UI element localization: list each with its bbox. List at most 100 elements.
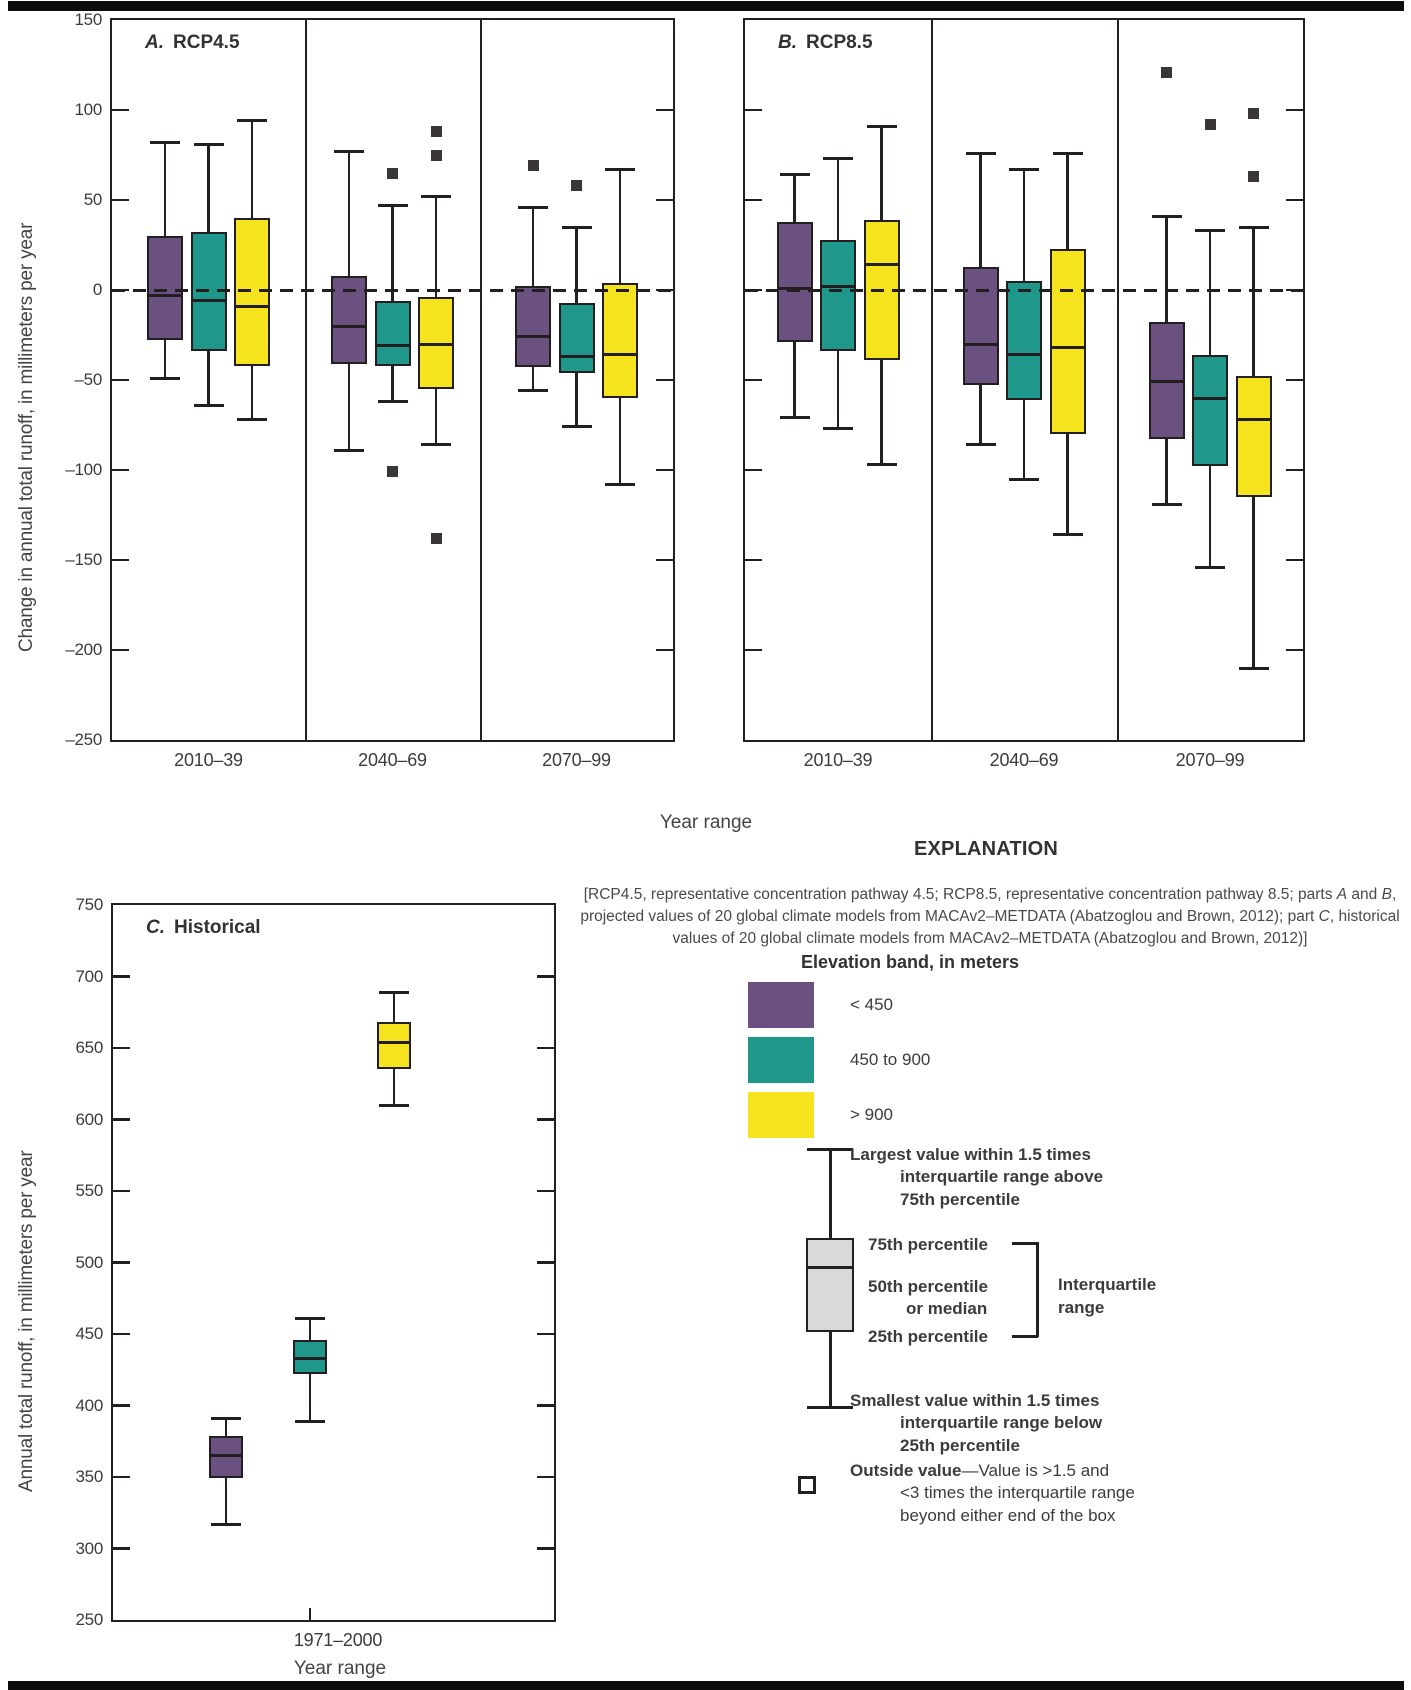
outlier-B-teal-2070–99-0	[1204, 118, 1216, 130]
median-B-teal-2010–39	[820, 284, 856, 288]
whisker-cap-lower-B-yellow-2010–39	[866, 463, 897, 467]
y-tick-label-C-300: 300	[75, 1538, 104, 1558]
whisker-lower-C-purple-1971–2000	[224, 1478, 228, 1525]
whisker-lower-B-teal-2010–39	[836, 351, 840, 429]
legend-outside-line-2: beyond either end of the box	[900, 1505, 1116, 1525]
x-category-C-0: 1971–2000	[293, 1630, 383, 1650]
box-A-yellow-2070–99	[602, 282, 638, 398]
whisker-cap-lower-A-teal-2040–69	[377, 400, 408, 404]
y-tick-label-C-600: 600	[75, 1109, 104, 1129]
y-tick-label-A-50: 50	[83, 190, 103, 209]
median-A-purple-2040–69	[331, 324, 367, 328]
y-tick-left-C-650	[113, 1046, 130, 1050]
whisker-upper-B-yellow-2070–99	[1252, 227, 1255, 377]
median-A-teal-2070–99	[558, 355, 595, 359]
whisker-cap-upper-B-teal-2070–99	[1195, 229, 1225, 233]
whisker-cap-lower-A-purple-2010–39	[150, 376, 180, 380]
box-A-teal-2040–69	[374, 300, 411, 366]
whisker-cap-lower-C-teal-1971–2000	[295, 1419, 325, 1423]
leg-largest-line-0: Largest value within 1.5 times	[850, 1145, 1091, 1164]
y-tick-right-C-350	[537, 1475, 554, 1479]
box-A-purple-2070–99	[515, 286, 551, 368]
y-tick-left-C-350	[113, 1475, 130, 1479]
elevation-label-purple: < 450	[850, 995, 894, 1014]
outlier-A-teal-2040–69-0	[387, 167, 398, 179]
panel-title-letter-B: B.	[778, 32, 797, 53]
y-tick-right-A-–200	[656, 648, 673, 652]
whisker-upper-B-teal-2040–69	[1022, 169, 1026, 281]
note-italic-part: C	[1318, 907, 1330, 925]
y-tick-label-A-–150: –150	[65, 550, 102, 569]
outlier-B-yellow-2070–99-1	[1248, 171, 1259, 183]
legend-bracket-line-icon	[1036, 1242, 1039, 1337]
whisker-cap-upper-B-purple-2040–69	[965, 151, 996, 155]
panel-A-divider-1	[480, 20, 482, 740]
explanation-note: [RCP4.5, representative concentration pa…	[564, 884, 1411, 950]
whisker-lower-B-teal-2040–69	[1022, 399, 1026, 479]
legend-25th-label: 25th percentile	[868, 1327, 988, 1346]
legend-outside-value-label: Outside value—Value is >1.5 and <3 times …	[850, 1460, 1320, 1527]
zero-line-A	[112, 288, 673, 292]
y-tick-left-C-600	[113, 1118, 130, 1121]
median-B-purple-2010–39	[776, 286, 813, 290]
whisker-lower-B-purple-2070–99	[1165, 439, 1168, 505]
box-B-teal-2040–69	[1006, 281, 1042, 400]
whisker-cap-upper-A-teal-2070–99	[561, 225, 592, 229]
elevation-band-header: Elevation band, in meters	[800, 952, 1020, 972]
median-B-purple-2040–69	[962, 342, 999, 346]
median-B-teal-2070–99	[1192, 396, 1228, 400]
whisker-cap-lower-B-teal-2040–69	[1009, 477, 1039, 481]
elevation-label-yellow: > 900	[850, 1105, 894, 1124]
y-tick-right-C-650	[537, 1046, 554, 1050]
panel-title-A: A. RCP4.5	[145, 32, 240, 54]
median-C-yellow-1971–2000	[377, 1040, 411, 1044]
zero-line-B	[745, 288, 1303, 292]
leg-largest-line-1: interquartile range above	[900, 1167, 1104, 1187]
y-tick-right-A-–50	[656, 378, 673, 382]
panel-title-B: B. RCP8.5	[778, 32, 873, 54]
whisker-lower-C-yellow-1971–2000	[392, 1069, 396, 1106]
whisker-cap-lower-A-teal-2070–99	[561, 425, 592, 429]
legend-50th-label: 50th percentile or median	[868, 1276, 1088, 1320]
whisker-upper-A-yellow-2010–39	[250, 120, 254, 218]
whisker-upper-B-purple-2040–69	[979, 153, 982, 267]
y-tick-label-A-–200: –200	[65, 640, 102, 659]
whisker-upper-A-purple-2070–99	[531, 207, 535, 287]
elevation-swatch-purple	[748, 982, 814, 1028]
note-text-part: [RCP4.5, representative concentration pa…	[583, 885, 1337, 903]
box-B-yellow-2040–69	[1049, 248, 1086, 434]
whisker-cap-upper-A-yellow-2070–99	[605, 167, 635, 171]
legend-bracket-top-icon	[1012, 1242, 1038, 1245]
y-tick-label-C-450: 450	[75, 1324, 104, 1343]
y-tick-left-A-–50	[112, 378, 129, 382]
note-text-part: and	[1347, 885, 1382, 903]
y-tick-label-C-750: 750	[75, 895, 104, 914]
median-A-purple-2010–39	[147, 293, 183, 297]
whisker-upper-A-yellow-2040–69	[434, 196, 438, 298]
whisker-cap-lower-B-teal-2010–39	[823, 427, 853, 431]
legend-largest-value-label: Largest value within 1.5 times interquart…	[850, 1144, 1320, 1211]
legend-50th-line-0: 50th percentile	[868, 1277, 988, 1296]
y-tick-right-C-500	[537, 1261, 554, 1264]
y-tick-left-C-550	[113, 1189, 130, 1193]
whisker-upper-A-teal-2070–99	[575, 227, 578, 303]
whisker-lower-A-yellow-2040–69	[434, 389, 438, 445]
legend-50th-line-1: or median	[906, 1299, 988, 1319]
page-edge-top	[8, 1, 1404, 11]
leg-smallest-line-2: 25th percentile	[900, 1435, 1020, 1455]
y-tick-label-C-250: 250	[75, 1610, 104, 1629]
y-tick-label-C-650: 650	[75, 1038, 104, 1057]
explanation-title: EXPLANATION	[913, 838, 1059, 860]
legend-bracket-bottom-icon	[1012, 1335, 1038, 1338]
box-C-yellow-1971–2000	[377, 1022, 411, 1070]
panel-title-letter-C: C.	[146, 917, 165, 938]
legend-outside-line-1: <3 times the interquartile range	[900, 1483, 1135, 1503]
note-text-part: , projected values of 20 global climate …	[580, 885, 1397, 925]
whisker-upper-A-teal-2040–69	[391, 205, 394, 301]
box-A-teal-2070–99	[558, 302, 595, 373]
whisker-cap-lower-A-purple-2070–99	[518, 389, 548, 393]
whisker-cap-lower-A-purple-2040–69	[334, 448, 364, 452]
y-tick-right-A-50	[656, 198, 673, 202]
y-tick-label-A-0: 0	[92, 280, 102, 299]
